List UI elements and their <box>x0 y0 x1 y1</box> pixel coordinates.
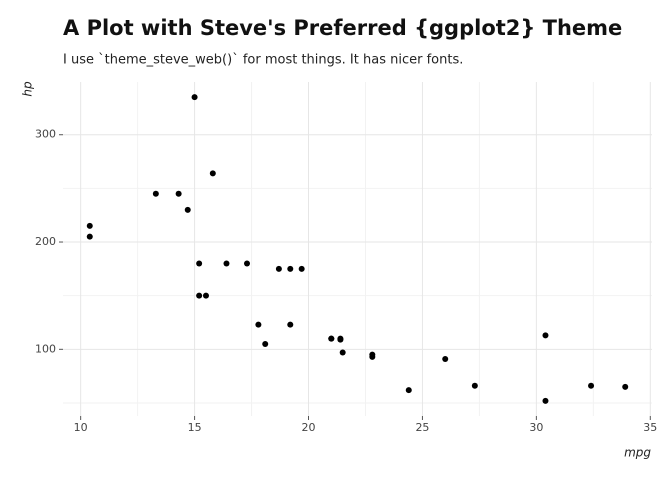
point <box>442 355 449 362</box>
point <box>255 321 262 328</box>
point <box>287 321 294 328</box>
x-axis-label: mpg <box>624 446 651 460</box>
y-tick-label: 200 <box>35 235 56 248</box>
x-tick-label: 25 <box>415 421 429 434</box>
point <box>542 332 549 339</box>
point <box>339 349 346 356</box>
point <box>86 233 93 240</box>
point <box>405 387 412 394</box>
point <box>86 222 93 229</box>
point <box>191 94 198 101</box>
point <box>369 351 376 358</box>
point <box>287 265 294 272</box>
x-tick-label: 15 <box>188 421 202 434</box>
chart-title: A Plot with Steve's Preferred {ggplot2} … <box>63 16 622 40</box>
point <box>588 382 595 389</box>
point <box>209 170 216 177</box>
x-tick-label: 35 <box>643 421 657 434</box>
point <box>202 292 209 299</box>
y-tick-label: 100 <box>35 342 56 355</box>
point <box>328 335 335 342</box>
point <box>275 265 282 272</box>
point <box>542 397 549 404</box>
x-tick-label: 10 <box>74 421 88 434</box>
point <box>471 382 478 389</box>
point <box>175 190 182 197</box>
point <box>184 206 191 213</box>
y-axis-label: hp <box>21 81 35 97</box>
y-tick-label: 300 <box>35 128 56 141</box>
point <box>196 292 203 299</box>
point <box>622 383 629 390</box>
chart-subtitle: I use `theme_steve_web()` for most thing… <box>63 53 463 68</box>
point <box>243 260 250 267</box>
x-tick-label: 30 <box>529 421 543 434</box>
point <box>337 336 344 343</box>
point <box>298 265 305 272</box>
point <box>196 260 203 267</box>
x-tick-label: 20 <box>302 421 316 434</box>
point <box>223 260 230 267</box>
point <box>152 190 159 197</box>
point <box>262 340 269 347</box>
